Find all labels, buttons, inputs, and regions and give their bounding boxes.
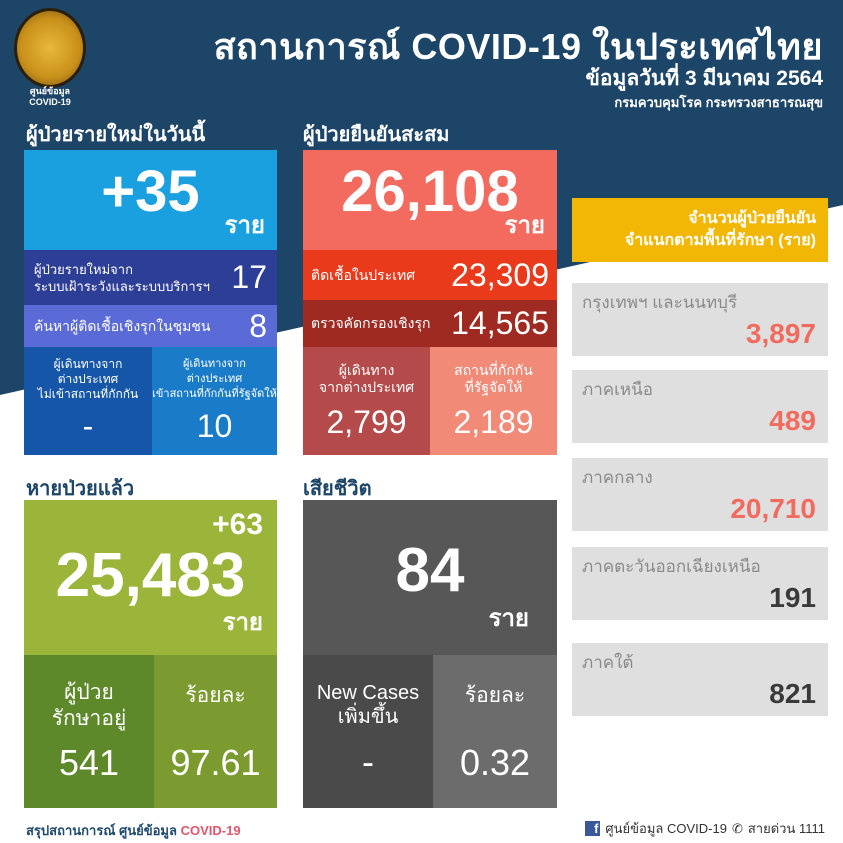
screening-row: ตรวจคัดกรองเชิงรุก 14,565 — [303, 300, 557, 347]
region-name: ภาคกลาง — [582, 468, 653, 487]
deaths-percent-value: 0.32 — [459, 742, 531, 783]
region-value: 20,710 — [730, 493, 816, 524]
deaths-title: เสียชีวิต — [303, 478, 372, 500]
recovered-total: 25,483 — [55, 541, 246, 610]
footer-contact: f ศูนย์ข้อมูล COVID-19 ✆ สายด่วน 1111 — [585, 818, 825, 839]
domestic-label: ติดเชื้อในประเทศ — [311, 266, 416, 283]
travel-no-quarantine-value: - — [82, 408, 94, 444]
footer-summary-accent: COVID-19 — [180, 823, 241, 838]
travelers-box: ผู้เดินทาง จากต่างประเทศ 2,799 — [303, 347, 430, 455]
cumulative-unit: ราย — [504, 212, 545, 239]
cumulative-title: ผู้ป่วยยืนยันสะสม — [303, 124, 450, 146]
travel-no-quarantine-box: ผู้เดินทางจาก ต่างประเทศ ไม่เข้าสถานที่ก… — [24, 347, 152, 455]
domestic-value: 23,309 — [451, 256, 549, 293]
footer-summary: สรุปสถานการณ์ ศูนย์ข้อมูล COVID-19 — [26, 820, 241, 841]
surveillance-row: ผู้ป่วยรายใหม่จาก ระบบเฝ้าระวังและระบบบร… — [24, 250, 277, 305]
new-cases-total: +35 — [101, 158, 200, 224]
in-treatment-box: ผู้ป่วย รักษาอยู่ 541 — [24, 655, 154, 808]
government-seal-logo — [14, 8, 86, 88]
footer-summary-text: สรุปสถานการณ์ ศูนย์ข้อมูล — [26, 823, 177, 838]
deaths-total: 84 — [395, 536, 465, 605]
regions-header: จำนวนผู้ป่วยยืนยัน จำแนกตามพื้นที่รักษา … — [572, 198, 828, 262]
region-panel: ภาคตะวันออกเฉียงเหนือ 191 — [572, 547, 828, 620]
deaths-new-box: New Cases เพิ่มขึ้น - — [303, 655, 433, 808]
in-treatment-label: ผู้ป่วย รักษาอยู่ — [51, 680, 127, 730]
deaths-new-value: - — [362, 740, 374, 782]
recovered-total-box: +63 25,483 ราย — [24, 500, 277, 655]
phone-icon: ✆ — [731, 820, 743, 836]
regions-title: จำนวนผู้ป่วยยืนยัน จำแนกตามพื้นที่รักษา … — [624, 210, 816, 249]
deaths-new-label: New Cases เพิ่มขึ้น — [316, 681, 420, 728]
region-value: 3,897 — [745, 318, 816, 349]
community-label: ค้นหาผู้ติดเชื้อเชิงรุกในชุมชน — [34, 317, 211, 334]
travel-quarantine-label: ผู้เดินทางจาก ต่างประเทศ เข้าสถานที่กักก… — [152, 358, 277, 400]
deaths-percent-box: ร้อยละ 0.32 — [433, 655, 557, 808]
screening-value: 14,565 — [451, 305, 549, 341]
travel-no-quarantine-label: ผู้เดินทางจาก ต่างประเทศ ไม่เข้าสถานที่ก… — [37, 357, 139, 401]
recovered-unit: ราย — [222, 609, 263, 636]
cumulative-total: 26,108 — [341, 158, 519, 224]
surveillance-label: ผู้ป่วยรายใหม่จาก ระบบเฝ้าระวังและระบบบร… — [34, 261, 210, 294]
domestic-row: ติดเชื้อในประเทศ 23,309 — [303, 250, 557, 300]
facebook-icon[interactable]: f — [585, 821, 601, 836]
recovered-percent-value: 97.61 — [170, 742, 261, 783]
facebook-page-label[interactable]: ศูนย์ข้อมูล COVID-19 — [605, 821, 727, 836]
deaths-percent-label: ร้อยละ — [464, 684, 526, 707]
travelers-label: ผู้เดินทาง จากต่างประเทศ — [318, 361, 415, 395]
region-value: 191 — [769, 582, 816, 613]
region-name: ภาคเหนือ — [582, 380, 653, 399]
quarantine-label: สถานที่กักกัน ที่รัฐจัดให้ — [454, 361, 533, 395]
logo-caption-line1: ศูนย์ข้อมูล — [29, 86, 71, 96]
deaths-unit: ราย — [488, 605, 529, 632]
region-panel: กรุงเทพฯ และนนทบุรี 3,897 — [572, 283, 828, 356]
region-panel: ภาคใต้ 821 — [572, 643, 828, 716]
recovered-title: หายป่วยแล้ว — [26, 478, 135, 500]
travel-quarantine-box: ผู้เดินทางจาก ต่างประเทศ เข้าสถานที่กักก… — [152, 347, 277, 455]
recovered-percent-box: ร้อยละ 97.61 — [154, 655, 277, 808]
cumulative-total-box: 26,108 ราย — [303, 150, 557, 250]
region-name: ภาคใต้ — [582, 653, 634, 672]
deaths-total-box: 84 ราย — [303, 500, 557, 655]
region-value: 489 — [769, 405, 816, 436]
region-name: กรุงเทพฯ และนนทบุรี — [582, 293, 738, 312]
logo-caption-line2: COVID-19 — [29, 97, 71, 107]
community-row: ค้นหาผู้ติดเชื้อเชิงรุกในชุมชน 8 — [24, 305, 277, 347]
travel-quarantine-value: 10 — [196, 408, 233, 444]
page-title: สถานการณ์ COVID-19 ในประเทศไทย — [213, 26, 823, 67]
recovered-delta: +63 — [212, 508, 263, 541]
quarantine-box: สถานที่กักกัน ที่รัฐจัดให้ 2,189 — [430, 347, 557, 455]
new-cases-unit: ราย — [224, 212, 265, 239]
department: กรมควบคุมโรค กระทรวงสาธารณสุข — [614, 95, 823, 110]
new-cases-total-box: +35 ราย — [24, 150, 277, 250]
hotline-label: สายด่วน 1111 — [747, 821, 825, 836]
report-date: ข้อมูลวันที่ 3 มีนาคม 2564 — [585, 67, 823, 90]
new-cases-title: ผู้ป่วยรายใหม่ในวันนี้ — [26, 124, 206, 146]
region-panel: ภาคเหนือ 489 — [572, 370, 828, 443]
quarantine-value: 2,189 — [453, 403, 534, 440]
in-treatment-value: 541 — [58, 741, 120, 783]
screening-label: ตรวจคัดกรองเชิงรุก — [311, 315, 431, 331]
travelers-value: 2,799 — [326, 403, 407, 440]
region-value: 821 — [769, 678, 816, 709]
region-name: ภาคตะวันออกเฉียงเหนือ — [582, 557, 761, 576]
community-value: 8 — [249, 307, 267, 344]
logo-caption: ศูนย์ข้อมูล COVID-19 — [10, 86, 90, 108]
surveillance-value: 17 — [231, 259, 267, 295]
recovered-percent-label: ร้อยละ — [185, 684, 246, 707]
region-panel: ภาคกลาง 20,710 — [572, 458, 828, 531]
